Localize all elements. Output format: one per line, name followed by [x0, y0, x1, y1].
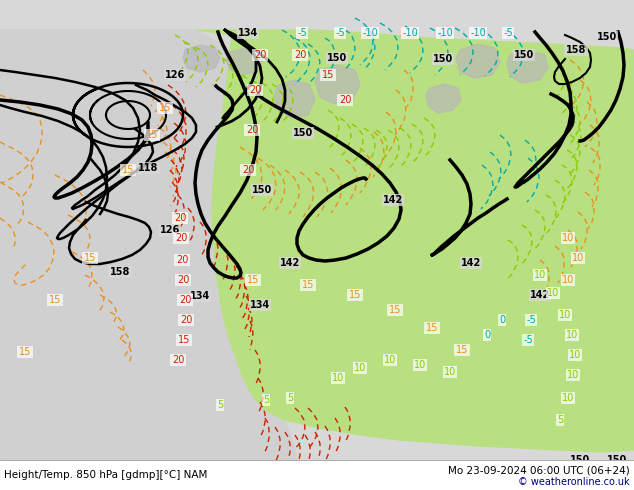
Text: 134: 134: [250, 300, 270, 310]
Text: 10: 10: [332, 373, 344, 383]
Text: 15: 15: [146, 130, 158, 140]
Text: 15: 15: [49, 295, 61, 305]
Text: 10: 10: [562, 233, 574, 243]
Text: 10: 10: [569, 350, 581, 360]
Text: 134: 134: [190, 291, 210, 301]
Text: 158: 158: [110, 267, 130, 277]
Text: -5: -5: [503, 28, 513, 38]
Text: 118: 118: [138, 163, 158, 173]
Text: 5: 5: [557, 415, 563, 425]
Text: 15: 15: [456, 345, 468, 355]
Text: -5: -5: [523, 335, 533, 345]
Text: 150: 150: [597, 32, 617, 42]
Text: 20: 20: [254, 50, 266, 60]
Text: Height/Temp. 850 hPa [gdmp][°C] NAM: Height/Temp. 850 hPa [gdmp][°C] NAM: [4, 470, 207, 480]
Polygon shape: [507, 50, 548, 83]
Text: 10: 10: [384, 355, 396, 365]
Text: 10: 10: [566, 330, 578, 340]
Text: 15: 15: [426, 323, 438, 333]
Text: 150: 150: [570, 455, 590, 465]
Polygon shape: [197, 30, 634, 452]
Text: 20: 20: [339, 95, 351, 105]
Polygon shape: [226, 48, 262, 75]
Polygon shape: [0, 30, 285, 454]
Polygon shape: [315, 65, 360, 104]
Text: 10: 10: [354, 363, 366, 373]
Text: 5: 5: [217, 400, 223, 410]
Text: 15: 15: [122, 165, 134, 175]
Bar: [0, 460, 634, 490]
Text: -10: -10: [402, 28, 418, 38]
Text: 20: 20: [246, 125, 258, 135]
Text: 15: 15: [349, 290, 361, 300]
Text: 150: 150: [252, 185, 272, 195]
Text: 20: 20: [180, 315, 192, 325]
Text: 150: 150: [514, 50, 534, 60]
Polygon shape: [0, 420, 298, 490]
Text: 10: 10: [572, 253, 584, 263]
Text: 150: 150: [327, 53, 347, 63]
Text: -10: -10: [470, 28, 486, 38]
Text: 15: 15: [302, 280, 314, 290]
Text: 20: 20: [179, 295, 191, 305]
Text: 15: 15: [389, 305, 401, 315]
Text: 10: 10: [547, 288, 559, 298]
Text: 20: 20: [172, 355, 184, 365]
Text: 15: 15: [247, 275, 259, 285]
Text: 0: 0: [499, 315, 505, 325]
Text: 150: 150: [433, 54, 453, 64]
Text: 15: 15: [322, 70, 334, 80]
Text: 134: 134: [238, 28, 258, 38]
Text: -5: -5: [335, 28, 345, 38]
Text: 5: 5: [263, 395, 269, 405]
Text: 158: 158: [566, 45, 586, 55]
Text: 142: 142: [461, 258, 481, 268]
Text: 0: 0: [484, 330, 490, 340]
Text: 126: 126: [160, 225, 180, 235]
Polygon shape: [426, 84, 461, 113]
Text: 20: 20: [294, 50, 306, 60]
Text: 10: 10: [414, 360, 426, 370]
Text: 20: 20: [175, 233, 187, 243]
Text: 5: 5: [287, 393, 293, 403]
Text: 10: 10: [562, 275, 574, 285]
Text: 20: 20: [176, 255, 188, 265]
Text: 10: 10: [559, 310, 571, 320]
Text: -5: -5: [297, 28, 307, 38]
Polygon shape: [183, 45, 220, 72]
Text: 15: 15: [178, 335, 190, 345]
Text: 20: 20: [249, 85, 261, 95]
Text: -10: -10: [437, 28, 453, 38]
Text: -5: -5: [526, 315, 536, 325]
Text: 20: 20: [177, 275, 189, 285]
Text: 10: 10: [444, 367, 456, 377]
Polygon shape: [274, 80, 315, 118]
Text: Mo 23-09-2024 06:00 UTC (06+24): Mo 23-09-2024 06:00 UTC (06+24): [448, 465, 630, 475]
Text: 150: 150: [293, 128, 313, 138]
Text: 10: 10: [567, 370, 579, 380]
Text: 10: 10: [562, 393, 574, 403]
Text: 142: 142: [383, 195, 403, 205]
Text: 10: 10: [534, 270, 546, 280]
Text: 20: 20: [174, 213, 186, 223]
Text: 142: 142: [530, 290, 550, 300]
Text: 126: 126: [165, 70, 185, 80]
Polygon shape: [456, 44, 500, 78]
Text: 15: 15: [19, 347, 31, 357]
Text: -10: -10: [362, 28, 378, 38]
Text: © weatheronline.co.uk: © weatheronline.co.uk: [519, 477, 630, 487]
Text: 15: 15: [84, 253, 96, 263]
Text: 15: 15: [158, 103, 171, 113]
Text: 142: 142: [280, 258, 300, 268]
Text: 20: 20: [242, 165, 254, 175]
Text: 150: 150: [607, 455, 627, 465]
